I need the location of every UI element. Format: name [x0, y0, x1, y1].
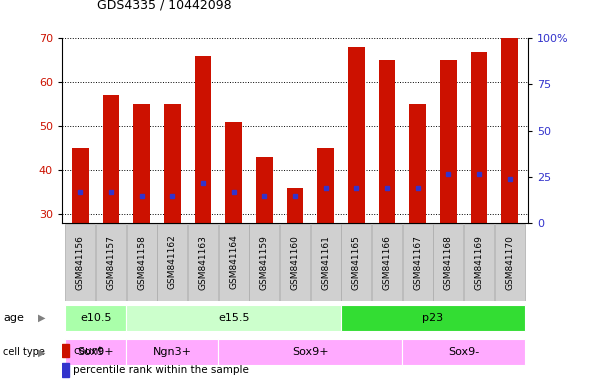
Bar — [256, 157, 273, 223]
Text: Ngn3+: Ngn3+ — [153, 347, 192, 358]
Bar — [62, 363, 69, 377]
Bar — [348, 47, 365, 223]
FancyBboxPatch shape — [402, 223, 432, 301]
FancyBboxPatch shape — [341, 223, 371, 301]
Text: Sox9-: Sox9- — [448, 347, 479, 358]
Text: ▶: ▶ — [38, 347, 46, 358]
Bar — [72, 148, 88, 223]
Text: GSM841164: GSM841164 — [229, 235, 238, 290]
FancyBboxPatch shape — [96, 223, 126, 301]
Bar — [103, 96, 119, 223]
Bar — [409, 104, 426, 223]
FancyBboxPatch shape — [127, 223, 157, 301]
Bar — [471, 51, 487, 223]
Bar — [440, 60, 457, 223]
Text: count: count — [73, 346, 103, 356]
Text: ▶: ▶ — [38, 313, 46, 323]
FancyBboxPatch shape — [219, 223, 249, 301]
FancyBboxPatch shape — [65, 305, 126, 331]
Text: GDS4335 / 10442098: GDS4335 / 10442098 — [97, 0, 232, 12]
FancyBboxPatch shape — [65, 223, 96, 301]
Text: GSM841168: GSM841168 — [444, 235, 453, 290]
Bar — [287, 188, 303, 223]
FancyBboxPatch shape — [188, 223, 218, 301]
FancyBboxPatch shape — [433, 223, 463, 301]
FancyBboxPatch shape — [464, 223, 494, 301]
Text: GSM841156: GSM841156 — [76, 235, 85, 290]
Text: GSM841166: GSM841166 — [382, 235, 392, 290]
Text: GSM841165: GSM841165 — [352, 235, 361, 290]
FancyBboxPatch shape — [250, 223, 279, 301]
Text: p23: p23 — [422, 313, 444, 323]
Text: GSM841162: GSM841162 — [168, 235, 177, 290]
Text: e10.5: e10.5 — [80, 313, 112, 323]
Text: e15.5: e15.5 — [218, 313, 250, 323]
Text: age: age — [3, 313, 24, 323]
Bar — [379, 60, 395, 223]
Text: GSM841170: GSM841170 — [505, 235, 514, 290]
FancyBboxPatch shape — [402, 339, 525, 365]
Text: Sox9+: Sox9+ — [292, 347, 329, 358]
FancyBboxPatch shape — [280, 223, 310, 301]
FancyBboxPatch shape — [126, 339, 218, 365]
FancyBboxPatch shape — [126, 305, 341, 331]
Text: percentile rank within the sample: percentile rank within the sample — [73, 365, 249, 375]
FancyBboxPatch shape — [65, 339, 126, 365]
Text: GSM841163: GSM841163 — [198, 235, 208, 290]
Text: GSM841169: GSM841169 — [474, 235, 483, 290]
FancyBboxPatch shape — [218, 339, 402, 365]
Bar — [195, 56, 211, 223]
FancyBboxPatch shape — [158, 223, 188, 301]
Text: Sox9+: Sox9+ — [77, 347, 114, 358]
FancyBboxPatch shape — [311, 223, 340, 301]
Text: cell type: cell type — [3, 347, 45, 358]
Bar — [164, 104, 181, 223]
Bar — [62, 344, 69, 358]
FancyBboxPatch shape — [494, 223, 525, 301]
Bar — [225, 122, 242, 223]
Bar — [133, 104, 150, 223]
Bar — [502, 38, 518, 223]
Text: GSM841158: GSM841158 — [137, 235, 146, 290]
Text: GSM841157: GSM841157 — [107, 235, 116, 290]
Text: GSM841167: GSM841167 — [413, 235, 422, 290]
FancyBboxPatch shape — [341, 305, 525, 331]
Text: GSM841160: GSM841160 — [290, 235, 300, 290]
Text: GSM841159: GSM841159 — [260, 235, 269, 290]
FancyBboxPatch shape — [372, 223, 402, 301]
Bar — [317, 148, 334, 223]
Text: GSM841161: GSM841161 — [321, 235, 330, 290]
